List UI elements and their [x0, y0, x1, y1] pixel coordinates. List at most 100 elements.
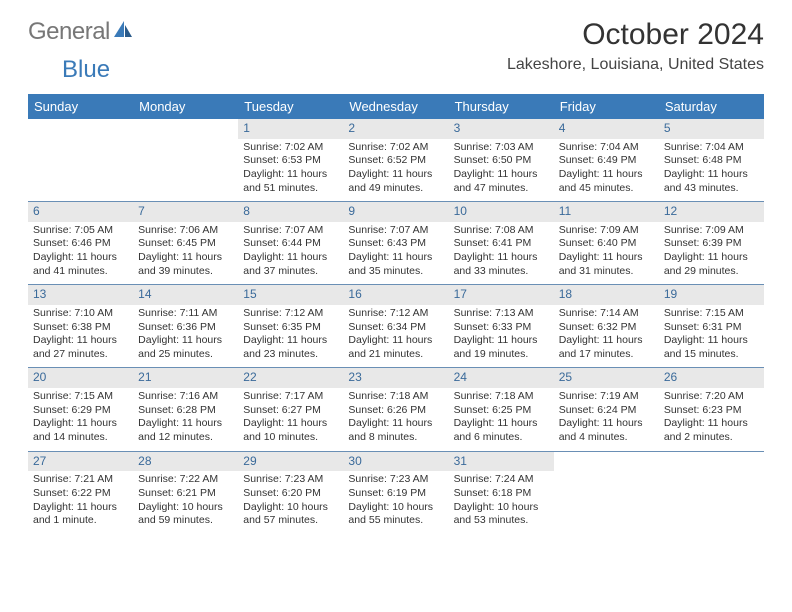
calendar-cell: 7Sunrise: 7:06 AMSunset: 6:45 PMDaylight… — [133, 202, 238, 285]
calendar-cell: 4Sunrise: 7:04 AMSunset: 6:49 PMDaylight… — [554, 119, 659, 202]
calendar-cell: 27Sunrise: 7:21 AMSunset: 6:22 PMDayligh… — [28, 451, 133, 534]
sunset-text: Sunset: 6:32 PM — [559, 321, 654, 335]
daylight-text: Daylight: 11 hours and 15 minutes. — [664, 334, 759, 361]
sunset-text: Sunset: 6:27 PM — [243, 404, 338, 418]
day-number: 27 — [28, 452, 133, 472]
sunrise-text: Sunrise: 7:09 AM — [559, 224, 654, 238]
daylight-text: Daylight: 11 hours and 25 minutes. — [138, 334, 233, 361]
logo-text-1: General — [28, 18, 110, 46]
daylight-text: Daylight: 11 hours and 12 minutes. — [138, 417, 233, 444]
calendar-cell: 18 Sunrise: 7:14 AMSunset: 6:32 PMDayligh… — [554, 285, 659, 368]
logo: General — [28, 18, 135, 46]
sunset-text: Sunset: 6:50 PM — [454, 154, 549, 168]
calendar-body: ..1Sunrise: 7:02 AMSunset: 6:53 PMDaylig… — [28, 119, 764, 534]
daylight-text: Daylight: 10 hours and 53 minutes. — [454, 501, 549, 528]
sunrise-text: Sunrise: 7:14 AM — [559, 307, 654, 321]
calendar-cell: 29Sunrise: 7:23 AMSunset: 6:20 PMDayligh… — [238, 451, 343, 534]
sunrise-text: Sunrise: 7:12 AM — [348, 307, 443, 321]
calendar-cell: . — [554, 451, 659, 534]
daylight-text: Daylight: 11 hours and 8 minutes. — [348, 417, 443, 444]
day-number: 2 — [343, 119, 448, 139]
sunrise-text: Sunrise: 7:23 AM — [348, 473, 443, 487]
sunset-text: Sunset: 6:24 PM — [559, 404, 654, 418]
sunset-text: Sunset: 6:52 PM — [348, 154, 443, 168]
sunset-text: Sunset: 6:44 PM — [243, 237, 338, 251]
daylight-text: Daylight: 11 hours and 27 minutes. — [33, 334, 128, 361]
sunrise-text: Sunrise: 7:09 AM — [664, 224, 759, 238]
day-number: 17 — [449, 285, 554, 305]
day-number: 3 — [449, 119, 554, 139]
sunset-text: Sunset: 6:40 PM — [559, 237, 654, 251]
sunrise-text: Sunrise: 7:22 AM — [138, 473, 233, 487]
daylight-text: Daylight: 11 hours and 41 minutes. — [33, 251, 128, 278]
calendar-cell: . — [659, 451, 764, 534]
day-header: Saturday — [659, 94, 764, 119]
sunrise-text: Sunrise: 7:04 AM — [664, 141, 759, 155]
calendar-cell: 3 Sunrise: 7:03 AMSunset: 6:50 PMDaylight… — [449, 119, 554, 202]
calendar-row: ..1Sunrise: 7:02 AMSunset: 6:53 PMDaylig… — [28, 119, 764, 202]
day-header: Wednesday — [343, 94, 448, 119]
sunset-text: Sunset: 6:22 PM — [33, 487, 128, 501]
sunset-text: Sunset: 6:45 PM — [138, 237, 233, 251]
day-number: 22 — [238, 368, 343, 388]
daylight-text: Daylight: 11 hours and 49 minutes. — [348, 168, 443, 195]
day-number: 9 — [343, 202, 448, 222]
calendar-cell: 15Sunrise: 7:12 AMSunset: 6:35 PMDayligh… — [238, 285, 343, 368]
sunset-text: Sunset: 6:41 PM — [454, 237, 549, 251]
calendar-cell: 22Sunrise: 7:17 AMSunset: 6:27 PMDayligh… — [238, 368, 343, 451]
calendar-row: 27Sunrise: 7:21 AMSunset: 6:22 PM Dayligh… — [28, 451, 764, 534]
day-header: Friday — [554, 94, 659, 119]
sunset-text: Sunset: 6:33 PM — [454, 321, 549, 335]
daylight-text: Daylight: 11 hours and 17 minutes. — [559, 334, 654, 361]
day-header: Sunday — [28, 94, 133, 119]
day-number: 21 — [133, 368, 238, 388]
day-number: 28 — [133, 452, 238, 472]
daylight-text: Daylight: 11 hours and 14 minutes. — [33, 417, 128, 444]
sunrise-text: Sunrise: 7:21 AM — [33, 473, 128, 487]
sunrise-text: Sunrise: 7:15 AM — [33, 390, 128, 404]
day-number: 8 — [238, 202, 343, 222]
day-number: 10 — [449, 202, 554, 222]
calendar-cell: 13 Sunrise: 7:10 AMSunset: 6:38 PMDayligh… — [28, 285, 133, 368]
calendar-cell: 31Sunrise: 7:24 AMSunset: 6:18 PMDayligh… — [449, 451, 554, 534]
day-number: 24 — [449, 368, 554, 388]
sunrise-text: Sunrise: 7:18 AM — [348, 390, 443, 404]
day-number: 25 — [554, 368, 659, 388]
page-title: October 2024 — [507, 18, 764, 52]
title-block: October 2024 Lakeshore, Louisiana, Unite… — [507, 18, 764, 74]
day-number: 26 — [659, 368, 764, 388]
calendar-cell: 24Sunrise: 7:18 AMSunset: 6:25 PMDayligh… — [449, 368, 554, 451]
daylight-text: Daylight: 11 hours and 23 minutes. — [243, 334, 338, 361]
sunrise-text: Sunrise: 7:03 AM — [454, 141, 549, 155]
sunrise-text: Sunrise: 7:16 AM — [138, 390, 233, 404]
calendar-cell: 21Sunrise: 7:16 AMSunset: 6:28 PMDayligh… — [133, 368, 238, 451]
day-number: 18 — [554, 285, 659, 305]
daylight-text: Daylight: 11 hours and 29 minutes. — [664, 251, 759, 278]
logo-text-2: Blue — [62, 56, 110, 83]
sunset-text: Sunset: 6:48 PM — [664, 154, 759, 168]
day-header: Tuesday — [238, 94, 343, 119]
sunrise-text: Sunrise: 7:18 AM — [454, 390, 549, 404]
sunset-text: Sunset: 6:43 PM — [348, 237, 443, 251]
sunrise-text: Sunrise: 7:02 AM — [243, 141, 338, 155]
day-number: 13 — [28, 285, 133, 305]
sunrise-text: Sunrise: 7:02 AM — [348, 141, 443, 155]
calendar-cell: 14Sunrise: 7:11 AMSunset: 6:36 PMDayligh… — [133, 285, 238, 368]
sunset-text: Sunset: 6:25 PM — [454, 404, 549, 418]
day-number: 31 — [449, 452, 554, 472]
calendar-cell: 26Sunrise: 7:20 AMSunset: 6:23 PMDayligh… — [659, 368, 764, 451]
calendar-row: 13Sunrise: 7:10 AMSunset: 6:38 PMDayligh… — [28, 285, 764, 368]
daylight-text: Daylight: 11 hours and 19 minutes. — [454, 334, 549, 361]
sunrise-text: Sunrise: 7:04 AM — [559, 141, 654, 155]
calendar-cell: 12Sunrise: 7:09 AMSunset: 6:39 PMDayligh… — [659, 202, 764, 285]
daylight-text: Daylight: 11 hours and 45 minutes. — [559, 168, 654, 195]
location: Lakeshore, Louisiana, United States — [507, 56, 764, 74]
daylight-text: Daylight: 11 hours and 47 minutes. — [454, 168, 549, 195]
sunset-text: Sunset: 6:38 PM — [33, 321, 128, 335]
daylight-text: Daylight: 11 hours and 4 minutes. — [559, 417, 654, 444]
calendar-cell: 5Sunrise: 7:04 AMSunset: 6:48 PMDaylight… — [659, 119, 764, 202]
calendar-cell: 17Sunrise: 7:13 AMSunset: 6:33 PMDayligh… — [449, 285, 554, 368]
daylight-text: Daylight: 10 hours and 55 minutes. — [348, 501, 443, 528]
day-number: 20 — [28, 368, 133, 388]
sunrise-text: Sunrise: 7:10 AM — [33, 307, 128, 321]
